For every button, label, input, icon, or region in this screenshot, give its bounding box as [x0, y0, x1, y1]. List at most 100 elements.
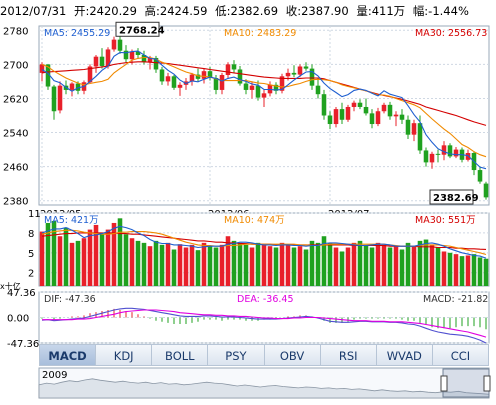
candle-body [477, 170, 483, 182]
ma5-line [41, 50, 487, 170]
volume-bar [255, 242, 261, 286]
volume-bar [141, 242, 147, 286]
volume-bar [57, 236, 63, 286]
macd-tick-label: 0.00 [7, 314, 29, 325]
candle-body [111, 39, 117, 50]
candle-body [195, 74, 201, 79]
volume-bar [393, 246, 399, 286]
indicator-tabs: MACD KDJ BOLL PSY OBV RSI WVAD CCI [39, 344, 489, 366]
candle-body [303, 66, 309, 69]
candle-body [285, 72, 291, 77]
volume-bar [411, 246, 417, 286]
candle-body [273, 84, 279, 91]
volume-bar [225, 236, 231, 286]
candle-body [45, 64, 51, 87]
price-tick-label: 2540 [3, 129, 28, 140]
candle-body [291, 72, 297, 75]
candle-body [483, 183, 489, 198]
volume-bar [321, 236, 327, 286]
volume-bar [87, 229, 93, 286]
tab-kdj[interactable]: KDJ [95, 344, 152, 366]
volume-bar [183, 247, 189, 286]
volume-bar [93, 224, 99, 286]
overview-area [38, 378, 490, 399]
overview-right-handle[interactable] [483, 375, 491, 392]
macd-tick-label: 47.36 [7, 288, 36, 299]
volume-bar [465, 255, 471, 286]
volume-bar [339, 251, 345, 286]
date-label: 2012/07/31 [0, 4, 67, 18]
candle-body [441, 145, 447, 155]
volume-tick-label: 2 [28, 269, 34, 280]
volume-bar [285, 244, 291, 286]
candle-body [165, 76, 171, 82]
candle-body [315, 85, 321, 95]
volume-bar [63, 227, 69, 286]
volume-bar [243, 244, 249, 286]
close-label: 收:2387.90 [285, 4, 349, 18]
volume-label: 量:411万 [356, 4, 406, 18]
candle-body [261, 93, 267, 98]
candle-body [171, 76, 177, 88]
volume-bar [291, 247, 297, 286]
candle-body [189, 74, 195, 82]
volume-bar [75, 240, 81, 286]
tab-boll[interactable]: BOLL [151, 344, 208, 366]
tab-rsi[interactable]: RSI [319, 344, 376, 366]
candle-body [69, 83, 75, 90]
volume-bar [177, 244, 183, 286]
candle-body [399, 114, 405, 120]
tab-macd[interactable]: MACD [39, 344, 96, 366]
candle-body [435, 153, 441, 155]
volume-bar [159, 244, 165, 286]
volume-bar [477, 257, 483, 286]
volume-bar [147, 246, 153, 286]
dea-line [42, 309, 487, 338]
candle-body [297, 66, 303, 75]
candle-body [453, 149, 459, 157]
overview-left-handle[interactable] [440, 375, 448, 392]
price-tick-label: 2620 [3, 94, 28, 105]
open-label: 开:2420.29 [73, 4, 137, 18]
ma5-label: MA5: 2455.29 [44, 28, 110, 39]
overview-selection-window [442, 368, 490, 398]
candle-body [105, 49, 111, 67]
macd-unit-label: x十亿 [0, 281, 21, 291]
volume-bar [303, 249, 309, 286]
price-tick-label: 2780 [3, 26, 28, 37]
candle-body [135, 51, 141, 55]
candle-body [375, 111, 381, 125]
volume-bar [51, 220, 57, 286]
volume-bar [363, 244, 369, 286]
candle-body [249, 85, 255, 90]
volume-bar [471, 254, 477, 286]
volume-bar [327, 242, 333, 286]
candle-body [123, 50, 129, 60]
volume-bar [105, 229, 111, 286]
volume-bar [201, 242, 207, 286]
volume-bar [279, 242, 285, 286]
volume-bar [405, 242, 411, 286]
tab-obv[interactable]: OBV [263, 344, 320, 366]
candle-body [339, 109, 345, 120]
candle-body [177, 84, 183, 88]
tab-wvad[interactable]: WVAD [375, 344, 432, 366]
volume-bar [171, 249, 177, 286]
ma10-line [41, 56, 487, 158]
volume-bar [351, 242, 357, 286]
volume-tick-label: 11 [28, 209, 41, 220]
candle-body [405, 119, 411, 135]
candle-body [129, 51, 135, 60]
tab-cci[interactable]: CCI [431, 344, 489, 366]
volume-tick-label: 5 [28, 249, 34, 260]
candle-body [423, 150, 429, 163]
volume-bar [129, 238, 135, 286]
candle-body [87, 66, 93, 83]
volume-bar [315, 242, 321, 286]
tab-psy[interactable]: PSY [207, 344, 264, 366]
candle-body [393, 114, 399, 117]
ma30-line [41, 61, 487, 126]
candle-body [417, 123, 423, 151]
candle-body [447, 145, 453, 157]
ma30-label: MA30: 2556.73 [415, 28, 487, 39]
